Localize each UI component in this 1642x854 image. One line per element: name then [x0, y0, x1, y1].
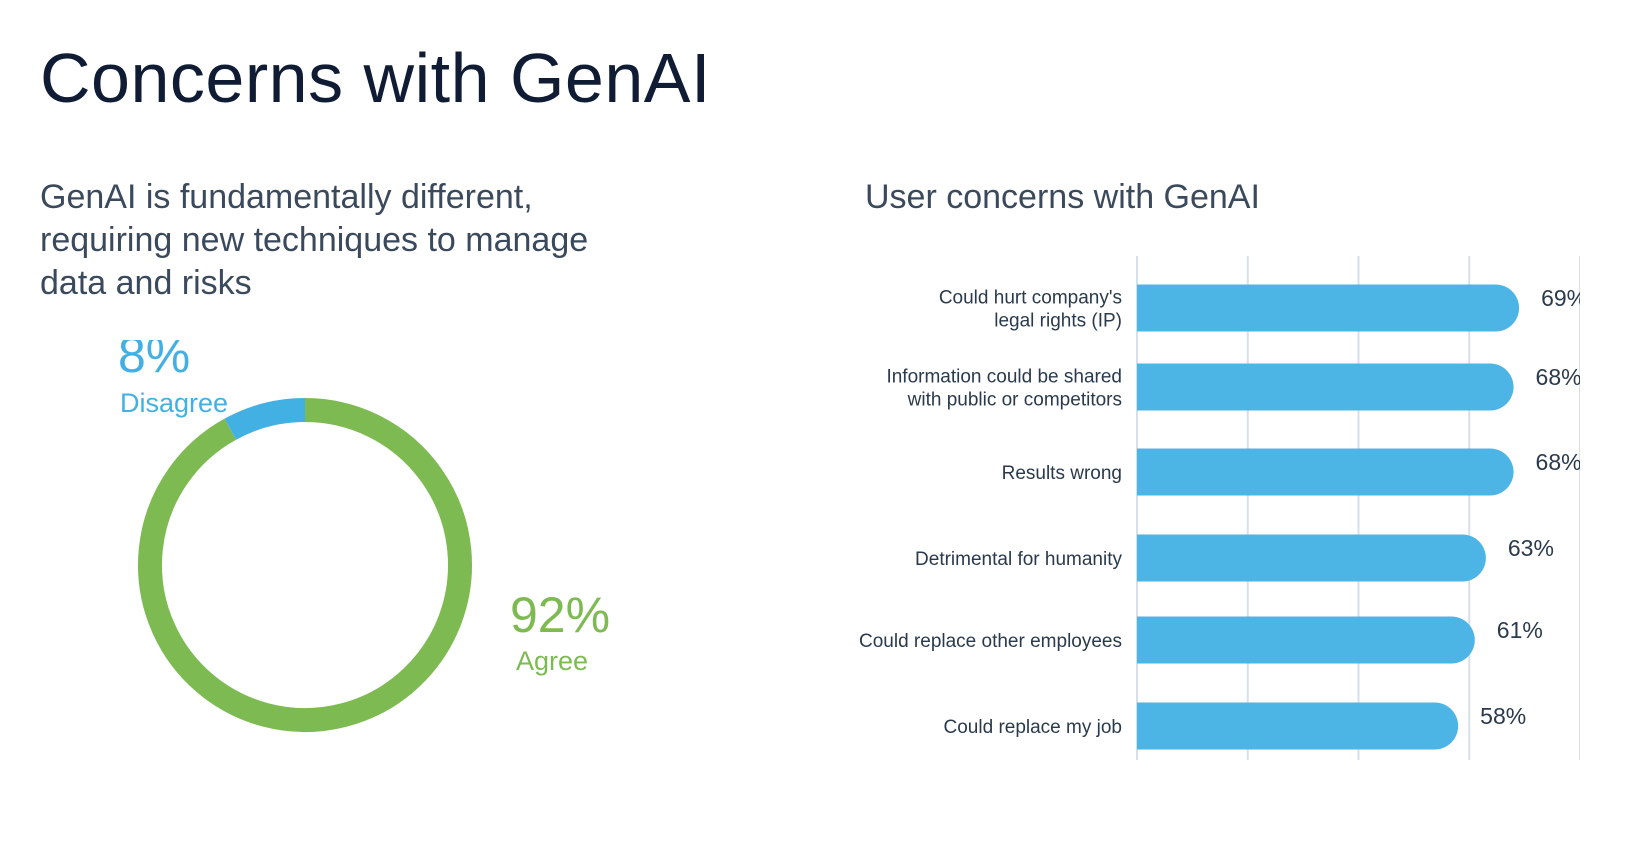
donut-chart: 8% Disagree 92%Agree [118, 340, 610, 732]
disagree-category-label: Disagree [120, 388, 228, 418]
bar [1137, 363, 1514, 411]
page-title: Concerns with GenAI [40, 39, 711, 117]
category-label: Could hurt company's [939, 288, 1122, 309]
x-tick-label: 60% [1450, 789, 1488, 790]
bar-value-label: 58% [1480, 703, 1526, 729]
x-tick-label: 0% [1123, 789, 1151, 790]
bar-value-label: 63% [1508, 535, 1554, 561]
bar [1137, 702, 1459, 750]
bar [1137, 616, 1475, 664]
bar [1137, 534, 1486, 582]
category-label: Could replace my job [944, 717, 1122, 738]
bar-value-label: 69% [1541, 285, 1580, 311]
bar [1137, 448, 1514, 496]
category-label: Information could be shared [886, 367, 1122, 388]
x-tick-label: 20% [1229, 789, 1267, 790]
category-label: legal rights (IP) [994, 311, 1122, 332]
donut-slice-agree [138, 398, 472, 732]
left-subtitle: GenAI is fundamentally different, requir… [40, 178, 589, 302]
category-label: with public or competitors [907, 390, 1122, 411]
bar [1137, 284, 1520, 332]
agree-value-label: 92% [510, 587, 610, 643]
disagree-value-label: 8% [118, 340, 190, 383]
agree-category-label: Agree [516, 646, 588, 676]
category-label: Could replace other employees [859, 631, 1122, 652]
x-tick-label: 80% [1561, 789, 1580, 790]
x-tick-label: 40% [1339, 789, 1377, 790]
donut-slice-disagree [224, 398, 306, 440]
bar-chart-title: User concerns with GenAI [865, 178, 1260, 216]
bar-value-label: 61% [1497, 617, 1543, 643]
category-label: Detrimental for humanity [915, 549, 1122, 570]
bar-value-label: 68% [1536, 364, 1580, 390]
bar-chart: 0% 20% 40% 60% 80% 69% Could hurt company'sleg… [859, 256, 1580, 790]
category-label: Results wrong [1002, 463, 1122, 484]
bar-value-label: 68% [1536, 449, 1580, 475]
